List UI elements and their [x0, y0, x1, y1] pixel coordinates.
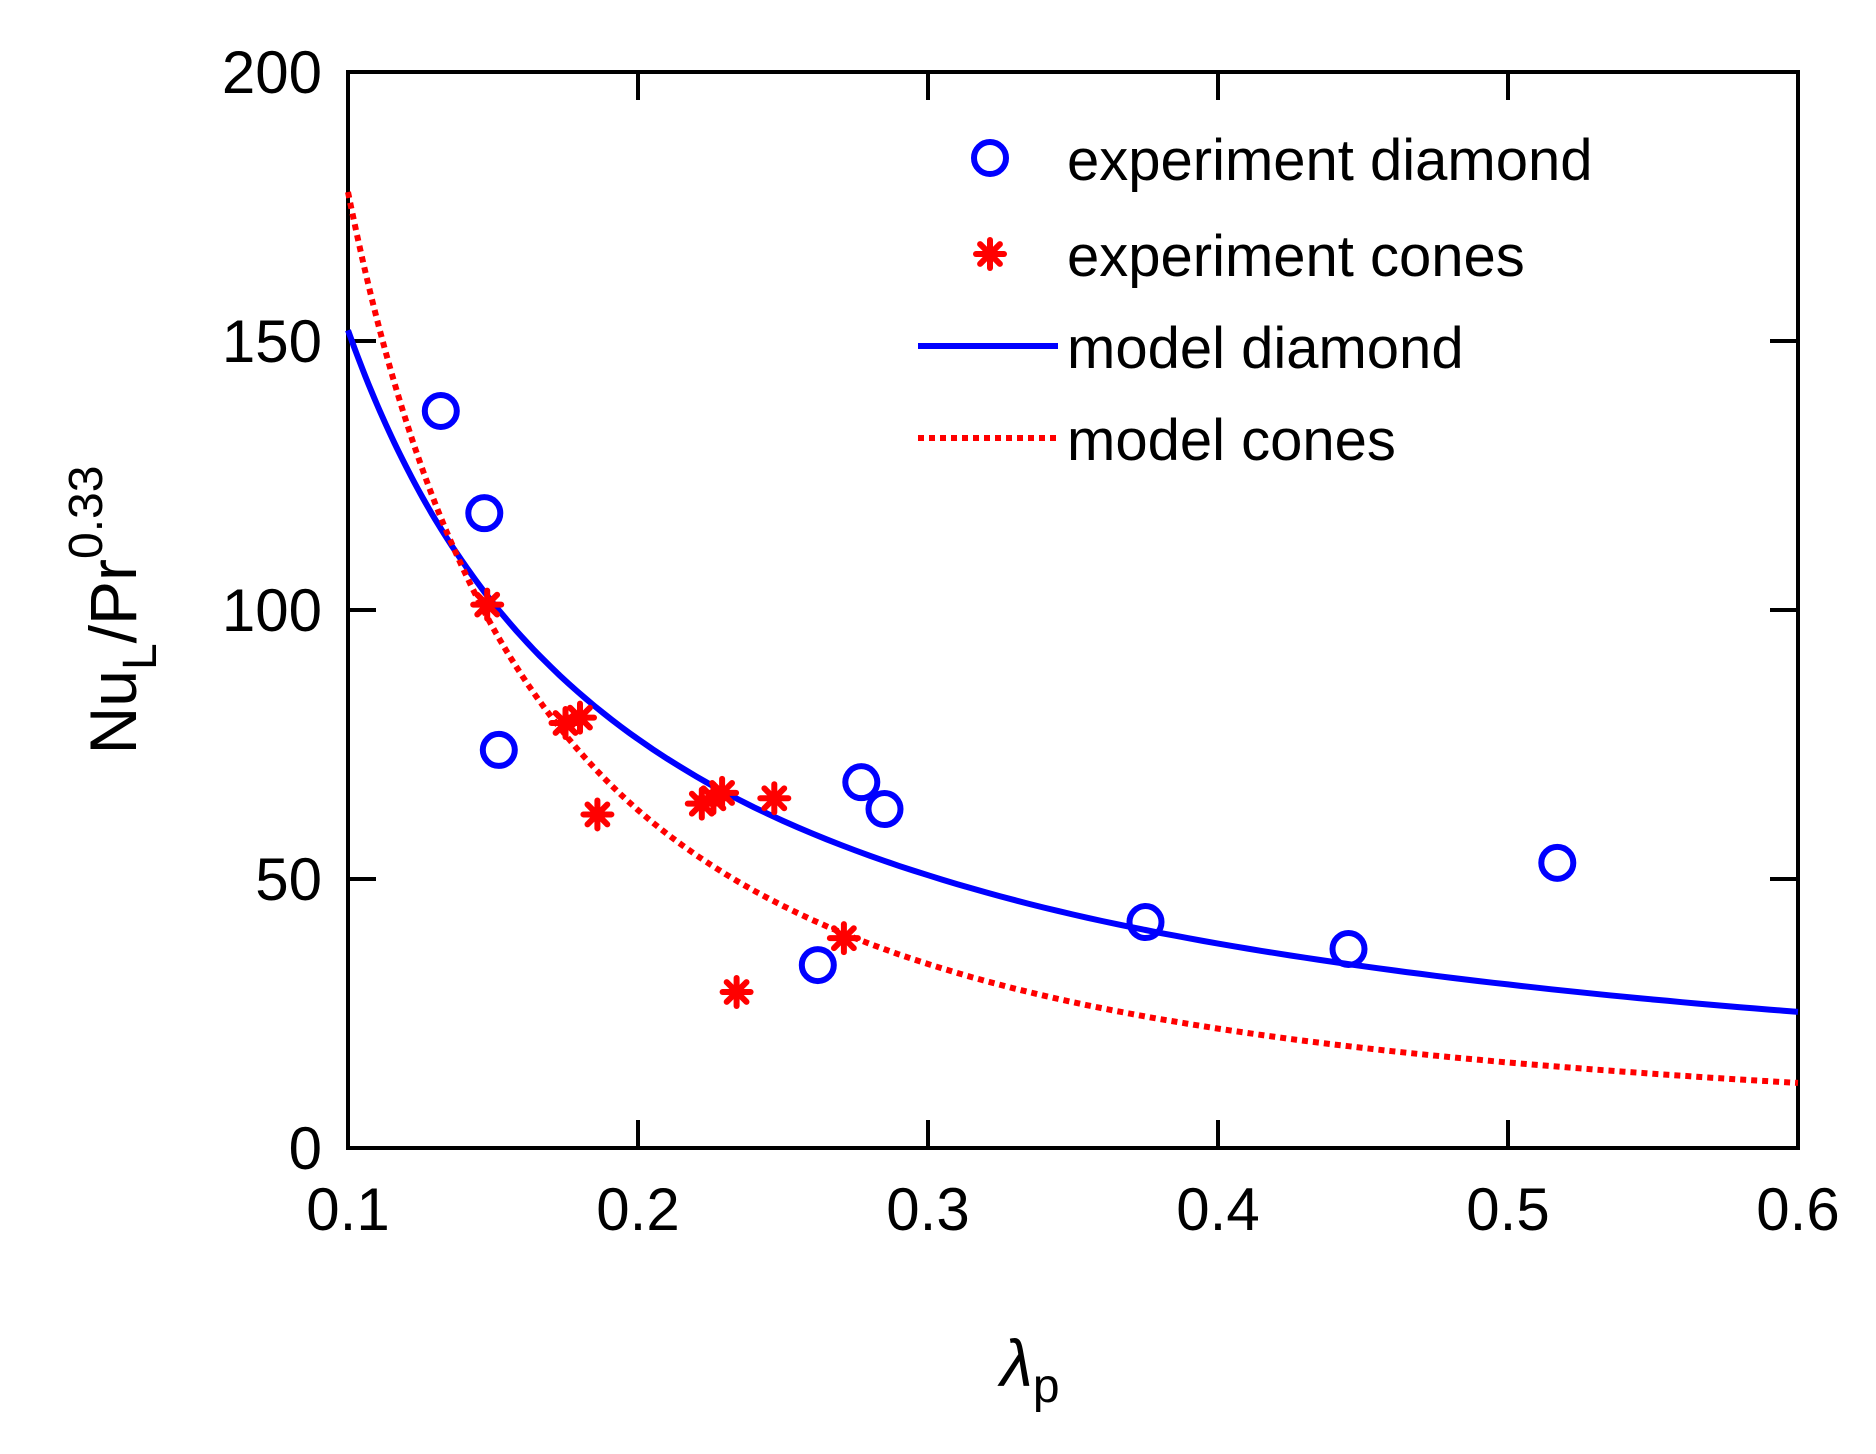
experiment-diamond-point: [479, 730, 518, 769]
experiment-diamond-point: [421, 391, 460, 430]
y-tick-label: 100: [222, 577, 322, 644]
legend-label: model cones: [1067, 408, 1396, 473]
experiment-diamond-point: [1329, 929, 1368, 968]
y-axis-title-sub: L: [114, 643, 167, 670]
experiment-diamond-point: [865, 790, 904, 829]
x-tick-label: 0.2: [596, 1176, 679, 1243]
legend-symbol-experiment-diamond: [971, 139, 1009, 177]
x-tick-label: 0.1: [306, 1176, 389, 1243]
y-axis-title-sup: 0.33: [60, 466, 113, 559]
x-tick-label: 0.5: [1466, 1176, 1549, 1243]
x-tick-label: 0.6: [1756, 1176, 1839, 1243]
experiment-cones-point: [826, 921, 861, 956]
x-axis-title-main: λ: [997, 1326, 1032, 1400]
legend-symbol-experiment-cones: [973, 237, 1007, 271]
y-axis-title-main: Nu: [76, 670, 150, 754]
legend-label: model diamond: [1067, 316, 1464, 381]
experiment-diamond-point: [1538, 843, 1577, 882]
y-tick-label: 200: [222, 39, 322, 106]
experiment-cones-point: [563, 700, 597, 735]
y-tick-label: 150: [222, 308, 322, 375]
experiment-cones-point: [580, 797, 615, 832]
experiment-cones-point: [705, 775, 740, 810]
legend-label: experiment diamond: [1067, 128, 1593, 193]
experiment-cones-point: [719, 974, 754, 1009]
x-tick-label: 0.4: [1176, 1176, 1259, 1243]
experiment-cones-point: [757, 781, 792, 816]
experiment-diamond-point: [798, 946, 837, 985]
model-cones-line: [345, 191, 1799, 1086]
experiment-cones-point: [470, 587, 505, 622]
legend-label: experiment cones: [1067, 224, 1525, 289]
axis-ticks: 0.1 0.2 0.3 0.4 0.5 0.6 0 50 100 150 200: [222, 39, 1840, 1243]
experiment-diamond-point: [1126, 903, 1165, 942]
experiment-diamond-point: [842, 763, 881, 802]
x-axis-title-sub: p: [1033, 1360, 1060, 1413]
x-axis-title: λp: [997, 1326, 1059, 1413]
data-markers: [421, 391, 1577, 1009]
experiment-diamond-point: [465, 494, 504, 533]
y-tick-label: 50: [255, 846, 322, 913]
y-axis-title: NuL/Pr0.33: [60, 466, 167, 755]
x-tick-label: 0.3: [886, 1176, 969, 1243]
y-axis-title-mid: /Pr: [76, 559, 150, 643]
y-tick-label: 0: [289, 1115, 322, 1182]
legend: experiment diamond experiment cones model …: [918, 128, 1593, 473]
